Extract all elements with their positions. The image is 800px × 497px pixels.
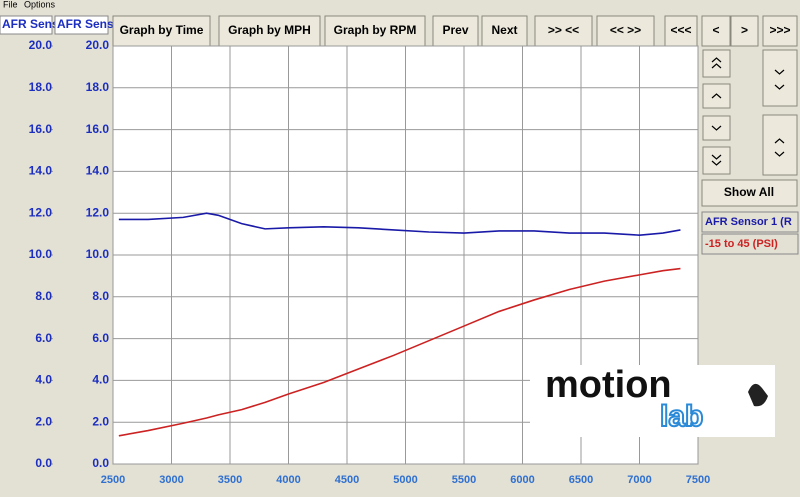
data-line (118, 267, 681, 437)
zoom-out-y[interactable] (762, 49, 798, 107)
y-tick-label: 20.0 (86, 38, 110, 52)
y2-tick-label: 18.0 (29, 80, 53, 94)
x-tick-label: 2500 (101, 474, 125, 486)
legend-box (701, 233, 799, 255)
x-tick-label: 3500 (218, 474, 242, 486)
legend-box (701, 211, 799, 233)
x-tick-label: 3000 (159, 474, 183, 486)
toolbar-button-label: >> << (548, 23, 579, 37)
x-tick-label: 6000 (510, 474, 534, 486)
logo-bottom: lab (660, 400, 703, 433)
x-tick-label: 4000 (276, 474, 300, 486)
y2-tick-label: 20.0 (29, 38, 53, 52)
y2-tick-label: 16.0 (29, 122, 53, 136)
show-all-label: Show All (724, 185, 774, 199)
y-tick-label: 18.0 (86, 80, 110, 94)
logo-top: motion (545, 364, 672, 406)
y-tick-label: 4.0 (92, 373, 109, 387)
toolbar-button-label: Graph by Time (120, 23, 204, 37)
scroll-up[interactable] (702, 83, 731, 109)
x-tick-label: 5000 (393, 474, 417, 486)
y2-tick-label: 4.0 (35, 373, 52, 387)
toolbar-button-label: >>> (769, 23, 790, 37)
y2-tick-label: 6.0 (35, 331, 52, 345)
toolbar-button-label: Next (491, 23, 517, 37)
y-tick-label: 12.0 (86, 205, 110, 219)
x-tick-label: 7000 (627, 474, 651, 486)
axis-header-label: AFR Sens (57, 17, 114, 31)
scroll-down[interactable] (702, 115, 731, 141)
toolbar-button[interactable] (730, 15, 759, 47)
x-tick-label: 7500 (686, 474, 710, 486)
y2-tick-label: 10.0 (29, 247, 53, 261)
y-tick-label: 14.0 (86, 164, 110, 178)
y-tick-label: 16.0 (86, 122, 110, 136)
y-tick-label: 8.0 (92, 289, 109, 303)
toolbar-button-label: Graph by MPH (228, 23, 311, 37)
x-tick-label: 5500 (452, 474, 476, 486)
toolbar-button[interactable] (534, 15, 593, 47)
data-line (118, 212, 681, 236)
y2-tick-label: 14.0 (29, 164, 53, 178)
toolbar-button-label: > (741, 23, 748, 37)
y-tick-label: 6.0 (92, 331, 109, 345)
y-tick-label: 2.0 (92, 414, 109, 428)
toolbar-button-label: <<< (670, 23, 691, 37)
toolbar-button[interactable] (324, 15, 426, 47)
zoom-in-y[interactable] (762, 114, 798, 176)
toolbar-button[interactable] (481, 15, 528, 47)
logo-rooster (748, 383, 768, 407)
axis-header (54, 15, 109, 35)
toolbar-button[interactable] (701, 15, 731, 47)
side-buttons (702, 49, 798, 176)
toolbar-button-label: Prev (442, 23, 468, 37)
legend-entry: -15 to 45 (PSI) (705, 238, 778, 250)
toolbar-button-label: < (712, 23, 719, 37)
logo-box (530, 365, 775, 437)
y-tick-label: 10.0 (86, 247, 110, 261)
toolbar-button[interactable] (762, 15, 798, 47)
scroll-down-fast[interactable] (702, 146, 731, 175)
toolbar-button-label: Graph by RPM (334, 23, 417, 37)
axis-header (0, 15, 53, 35)
toolbar-button[interactable] (432, 15, 479, 47)
y2-tick-label: 8.0 (35, 289, 52, 303)
x-tick-label: 6500 (569, 474, 593, 486)
toolbar-button[interactable] (112, 15, 211, 47)
y2-tick-label: 12.0 (29, 205, 53, 219)
menu-file[interactable]: File (3, 0, 18, 9)
toolbar-button-label: << >> (610, 23, 641, 37)
y2-tick-label: 0.0 (35, 456, 52, 470)
x-tick-label: 4500 (335, 474, 359, 486)
y-tick-label: 0.0 (92, 456, 109, 470)
axis-header-label: AFR Sens (2, 17, 59, 31)
menu-options[interactable]: Options (24, 0, 56, 9)
legend-entry: AFR Sensor 1 (R (705, 216, 792, 228)
toolbar-button[interactable] (664, 15, 698, 47)
show-all-button[interactable] (701, 179, 798, 207)
y2-tick-label: 2.0 (35, 414, 52, 428)
